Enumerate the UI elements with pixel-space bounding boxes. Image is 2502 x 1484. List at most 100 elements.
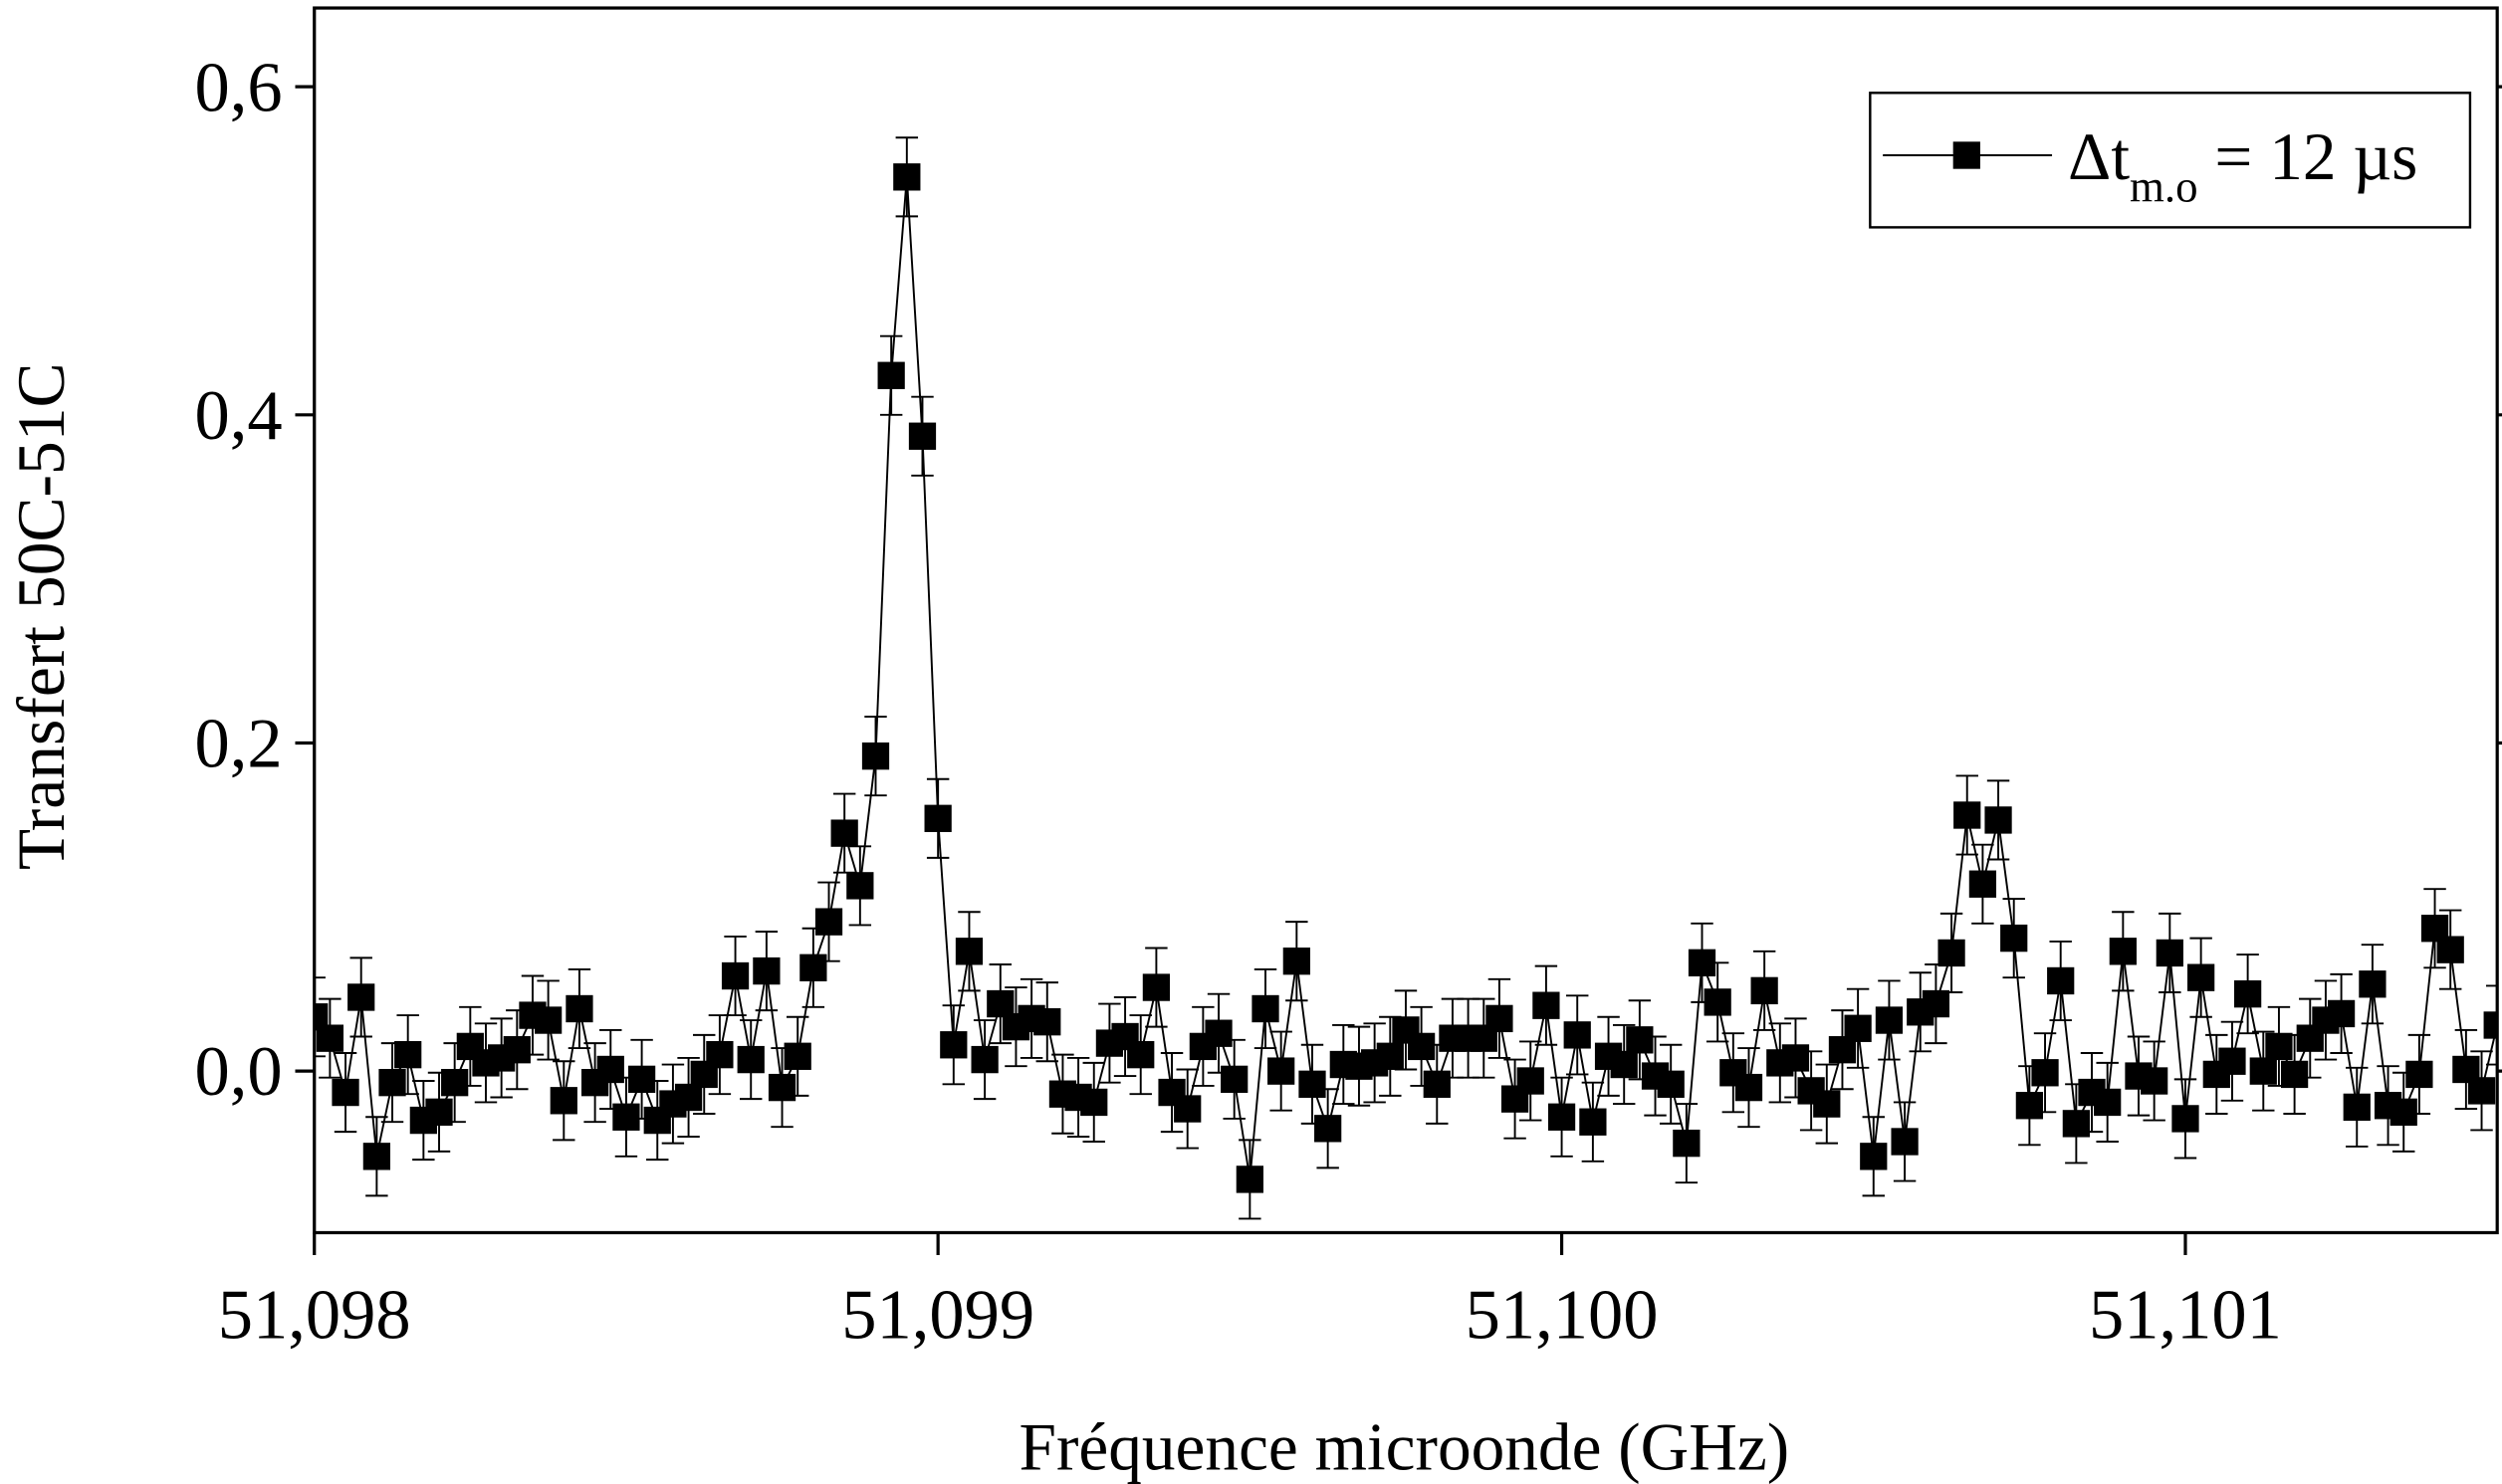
data-point (768, 1073, 796, 1102)
data-point (2467, 1077, 2496, 1105)
legend-suffix: = 12 µs (2198, 119, 2418, 194)
data-point (2483, 1011, 2498, 1039)
data-point (2359, 970, 2387, 998)
data-point (1657, 1070, 1685, 1098)
data-point (1563, 1021, 1591, 1049)
data-point (347, 983, 375, 1011)
data-point (784, 1042, 811, 1070)
x-tick-label: 51,101 (2089, 1277, 2282, 1355)
data-point (1860, 1143, 1888, 1170)
data-point (1673, 1129, 1701, 1158)
x-axis-title: Fréquence microonde (GHz) (1020, 1409, 1790, 1484)
data-point (1174, 1095, 1202, 1123)
error-bar (2485, 984, 2498, 1066)
x-tick-label: 51,099 (841, 1277, 1034, 1355)
plot-area (314, 136, 2498, 1220)
data-point (1251, 994, 1279, 1023)
data-point (2015, 1092, 2044, 1120)
y-tick-label: 0,6 (195, 49, 283, 126)
data-point (1953, 801, 1981, 829)
data-point (1968, 870, 1997, 898)
data-point (1298, 1070, 1326, 1098)
data-point (1704, 988, 1731, 1016)
data-point (1922, 989, 1950, 1018)
data-point (893, 163, 921, 191)
data-point (316, 1024, 344, 1052)
plot-frame (313, 6, 2499, 1235)
data-point (332, 1078, 359, 1107)
data-point (378, 1068, 406, 1097)
data-point (2405, 1060, 2433, 1089)
data-point (612, 1103, 640, 1131)
data-point (861, 742, 890, 770)
data-point (2343, 1093, 2371, 1122)
data-point (1205, 1019, 1233, 1047)
data-point (753, 956, 781, 985)
data-point (627, 1065, 656, 1094)
data-point (1781, 1044, 1810, 1072)
data-point (799, 954, 827, 981)
data-point (1376, 1042, 1404, 1070)
data-point (441, 1068, 469, 1097)
data-point (1127, 1040, 1155, 1069)
data-point (830, 819, 858, 847)
legend-marker (1952, 141, 1980, 169)
data-point (1314, 1115, 1342, 1143)
data-point (2389, 1098, 2417, 1127)
legend-subscript: m.o (2130, 162, 2198, 212)
data-point (955, 938, 984, 965)
data-point (1236, 1166, 1263, 1193)
data-point (706, 1040, 734, 1069)
data-point (2171, 1105, 2199, 1133)
data-point (2280, 1060, 2309, 1089)
data-point (2141, 1067, 2168, 1095)
data-point (1984, 806, 2012, 834)
data-point (877, 361, 905, 389)
data-point (1547, 1103, 1576, 1131)
error-bar (314, 976, 326, 1058)
data-point (1891, 1128, 1919, 1156)
data-point (1532, 991, 1560, 1019)
x-tick-label: 51,098 (218, 1277, 411, 1355)
data-point (1516, 1067, 1544, 1095)
data-point (314, 1003, 329, 1031)
data-point (1485, 1004, 1513, 1033)
data-point (2265, 1032, 2293, 1061)
data-point (1142, 973, 1171, 1001)
data-point (971, 1045, 999, 1074)
data-point (2109, 938, 2137, 965)
data-point (1033, 1008, 1061, 1036)
data-point (2047, 966, 2075, 995)
data-point (550, 1087, 577, 1115)
data-point (1750, 976, 1778, 1005)
data-point (596, 1055, 624, 1084)
data-point (2031, 1059, 2059, 1087)
data-point (2062, 1110, 2090, 1138)
data-point (987, 989, 1015, 1018)
data-point (1626, 1026, 1654, 1054)
data-point (2436, 936, 2464, 963)
data-point (1875, 1006, 1904, 1034)
y-tick-label: 0,0 (195, 1033, 283, 1111)
data-point (2156, 939, 2183, 967)
data-point (1937, 939, 1965, 967)
data-point (737, 1045, 765, 1074)
data-point (394, 1040, 422, 1069)
data-point (1813, 1090, 1841, 1118)
y-tick-label: 0,4 (195, 377, 283, 455)
data-point (2000, 924, 2028, 953)
legend-label: Δtm.o = 12 µs (2068, 119, 2417, 212)
data-point (2249, 1057, 2277, 1085)
data-point (503, 1036, 531, 1064)
data-point (674, 1083, 703, 1112)
data-point (535, 1006, 563, 1034)
data-point (2187, 963, 2215, 991)
data-point (846, 872, 874, 900)
data-point (1267, 1057, 1295, 1085)
data-point (2218, 1047, 2246, 1075)
data-point (1282, 948, 1310, 975)
y-axis-title: Transfert 50C-51C (4, 362, 79, 870)
data-point (908, 422, 937, 450)
